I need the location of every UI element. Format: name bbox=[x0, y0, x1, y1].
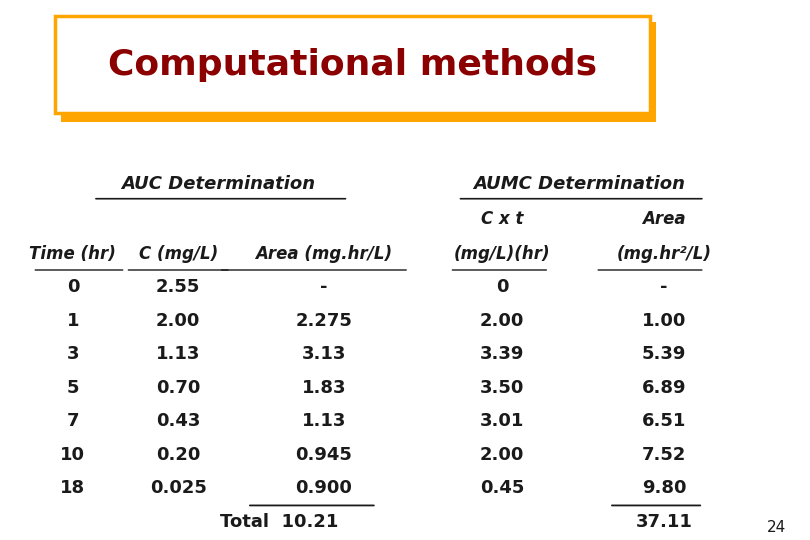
Text: 2.55: 2.55 bbox=[156, 278, 200, 296]
Text: 3.13: 3.13 bbox=[302, 345, 346, 363]
Text: (mg/L)(hr): (mg/L)(hr) bbox=[454, 245, 551, 263]
FancyBboxPatch shape bbox=[61, 22, 656, 122]
Text: 18: 18 bbox=[60, 479, 86, 497]
Text: 0.70: 0.70 bbox=[156, 379, 200, 397]
Text: 1.00: 1.00 bbox=[642, 312, 686, 330]
Text: 0.45: 0.45 bbox=[480, 479, 524, 497]
Text: 7.52: 7.52 bbox=[642, 446, 686, 464]
Text: Total  10.21: Total 10.21 bbox=[220, 512, 339, 531]
Text: 6.51: 6.51 bbox=[642, 412, 686, 430]
Text: 5: 5 bbox=[66, 379, 79, 397]
Text: AUMC Determination: AUMC Determination bbox=[473, 174, 685, 193]
Text: AUC Determination: AUC Determination bbox=[122, 174, 316, 193]
Text: C (mg/L): C (mg/L) bbox=[139, 245, 218, 263]
Text: 2.00: 2.00 bbox=[480, 446, 524, 464]
Text: C x t: C x t bbox=[481, 210, 523, 228]
Text: 9.80: 9.80 bbox=[642, 479, 686, 497]
Text: 1.83: 1.83 bbox=[302, 379, 346, 397]
Text: (mg.hr²/L): (mg.hr²/L) bbox=[616, 245, 712, 263]
Text: 0.945: 0.945 bbox=[296, 446, 352, 464]
Text: 3: 3 bbox=[66, 345, 79, 363]
Text: 6.89: 6.89 bbox=[642, 379, 686, 397]
Text: Time (hr): Time (hr) bbox=[29, 245, 117, 263]
FancyBboxPatch shape bbox=[55, 16, 650, 113]
Text: 0.025: 0.025 bbox=[150, 479, 207, 497]
Text: -: - bbox=[320, 278, 328, 296]
Text: 0.900: 0.900 bbox=[296, 479, 352, 497]
Text: 24: 24 bbox=[766, 519, 786, 535]
Text: 2.275: 2.275 bbox=[296, 312, 352, 330]
Text: 1.13: 1.13 bbox=[302, 412, 346, 430]
Text: 2.00: 2.00 bbox=[156, 312, 200, 330]
Text: 0.20: 0.20 bbox=[156, 446, 200, 464]
Text: Area (mg.hr/L): Area (mg.hr/L) bbox=[255, 245, 393, 263]
Text: 5.39: 5.39 bbox=[642, 345, 686, 363]
Text: 1.13: 1.13 bbox=[156, 345, 200, 363]
Text: 3.50: 3.50 bbox=[480, 379, 524, 397]
Text: 37.11: 37.11 bbox=[636, 512, 693, 531]
Text: 10: 10 bbox=[61, 446, 85, 464]
Text: -: - bbox=[660, 278, 668, 296]
Text: Area: Area bbox=[642, 210, 686, 228]
Text: Computational methods: Computational methods bbox=[108, 48, 597, 82]
Text: 2.00: 2.00 bbox=[480, 312, 524, 330]
Text: 3.39: 3.39 bbox=[480, 345, 524, 363]
Text: 0: 0 bbox=[496, 278, 509, 296]
Text: 1: 1 bbox=[66, 312, 79, 330]
Text: 7: 7 bbox=[66, 412, 79, 430]
Text: 0.43: 0.43 bbox=[156, 412, 200, 430]
Text: 0: 0 bbox=[66, 278, 79, 296]
Text: 3.01: 3.01 bbox=[480, 412, 524, 430]
